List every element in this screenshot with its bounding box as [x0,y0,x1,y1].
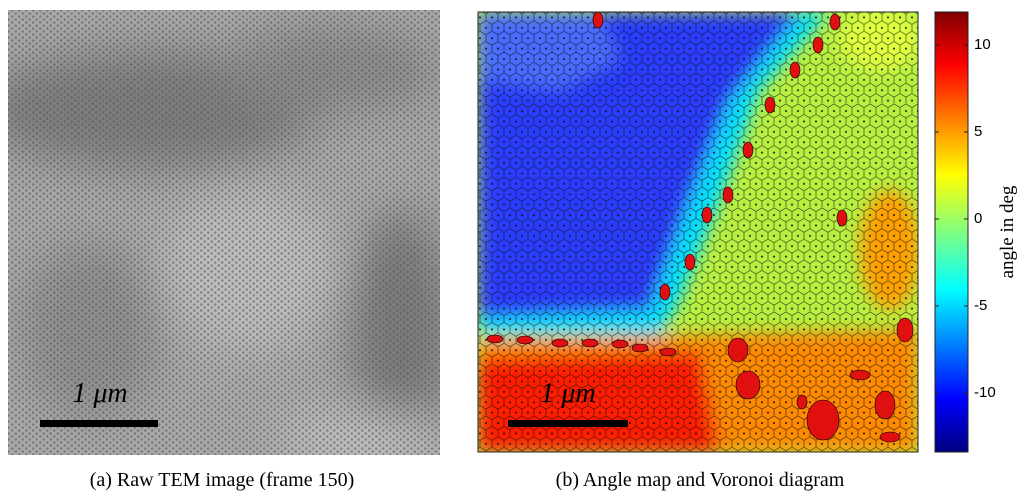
colorbar [934,11,969,453]
caption: (a) Raw TEM image (frame 150) [90,469,355,491]
scale-bar [508,420,628,427]
tem-image [8,10,440,455]
caption: (b) Angle map and Voronoi diagram [556,469,845,491]
map-frame [477,11,919,453]
colorbar-tick-label: -10 [974,384,996,401]
colorbar-tick-label: 10 [974,36,991,53]
scale-bar [40,420,158,427]
colorbar-tick-label: 5 [974,123,982,140]
scale-bar-label: 1 μm [72,378,127,409]
colorbar-tick-label: -5 [974,297,987,314]
colorbar-label: angle in deg [997,185,1018,278]
grain-boundary [486,12,914,443]
scale-bar-label: 1 μm [540,378,595,409]
colorbar-tick-label: 0 [974,210,982,227]
